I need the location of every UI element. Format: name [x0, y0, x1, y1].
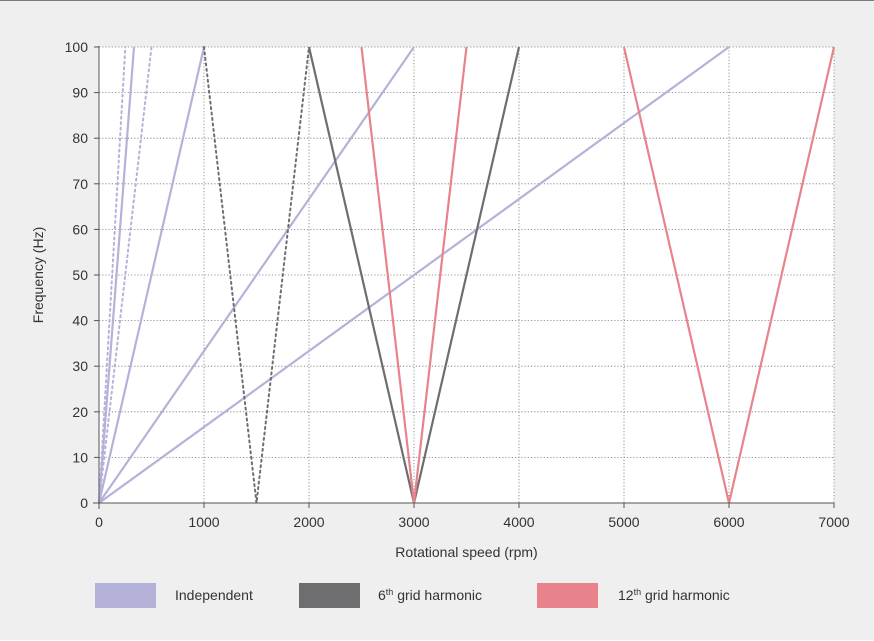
x-tick-label: 4000 [503, 514, 534, 530]
series-line-independent [98, 46, 415, 504]
legend-swatch-grid12 [537, 583, 598, 608]
y-tick-label: 10 [72, 449, 88, 465]
x-tick-label: 1000 [188, 514, 219, 530]
series-line-independent [98, 46, 127, 504]
tick-labels: 0 1000 2000 3000 4000 5000 6000 7000 0 10 20 30 40 50… [65, 39, 850, 530]
legend-label-independent: Independent [175, 587, 253, 603]
series-line-independent [97, 46, 136, 504]
x-tick-label: 5000 [608, 514, 639, 530]
y-tick-label: 90 [72, 85, 88, 101]
y-axis-title: Frequency (Hz) [30, 227, 46, 323]
legend-label-grid12: 12th grid harmonic [618, 587, 730, 603]
legend-label-grid6: 6th grid harmonic [378, 587, 482, 603]
y-tick-label: 20 [72, 404, 88, 420]
axes [93, 46, 835, 509]
series-line-independent [97, 46, 206, 504]
x-tick-label: 6000 [713, 514, 744, 530]
legend-swatch-grid6 [299, 583, 360, 608]
legend-swatch-independent [95, 583, 156, 608]
y-tick-label: 100 [65, 39, 89, 55]
y-tick-label: 60 [72, 221, 88, 237]
x-axis-title: Rotational speed (rpm) [395, 544, 537, 560]
y-tick-label: 0 [80, 495, 88, 511]
x-tick-label: 0 [95, 514, 103, 530]
y-tick-label: 30 [72, 358, 88, 374]
series-line-independent [98, 46, 153, 504]
y-tick-label: 70 [72, 176, 88, 192]
x-tick-label: 7000 [818, 514, 849, 530]
y-tick-label: 80 [72, 130, 88, 146]
x-tick-label: 3000 [398, 514, 429, 530]
series-line-independent [98, 46, 730, 504]
y-tick-label: 50 [72, 267, 88, 283]
y-tick-label: 40 [72, 313, 88, 329]
x-tick-label: 2000 [293, 514, 324, 530]
legend: Independent 6th grid harmonic 12th grid ha… [95, 583, 730, 608]
